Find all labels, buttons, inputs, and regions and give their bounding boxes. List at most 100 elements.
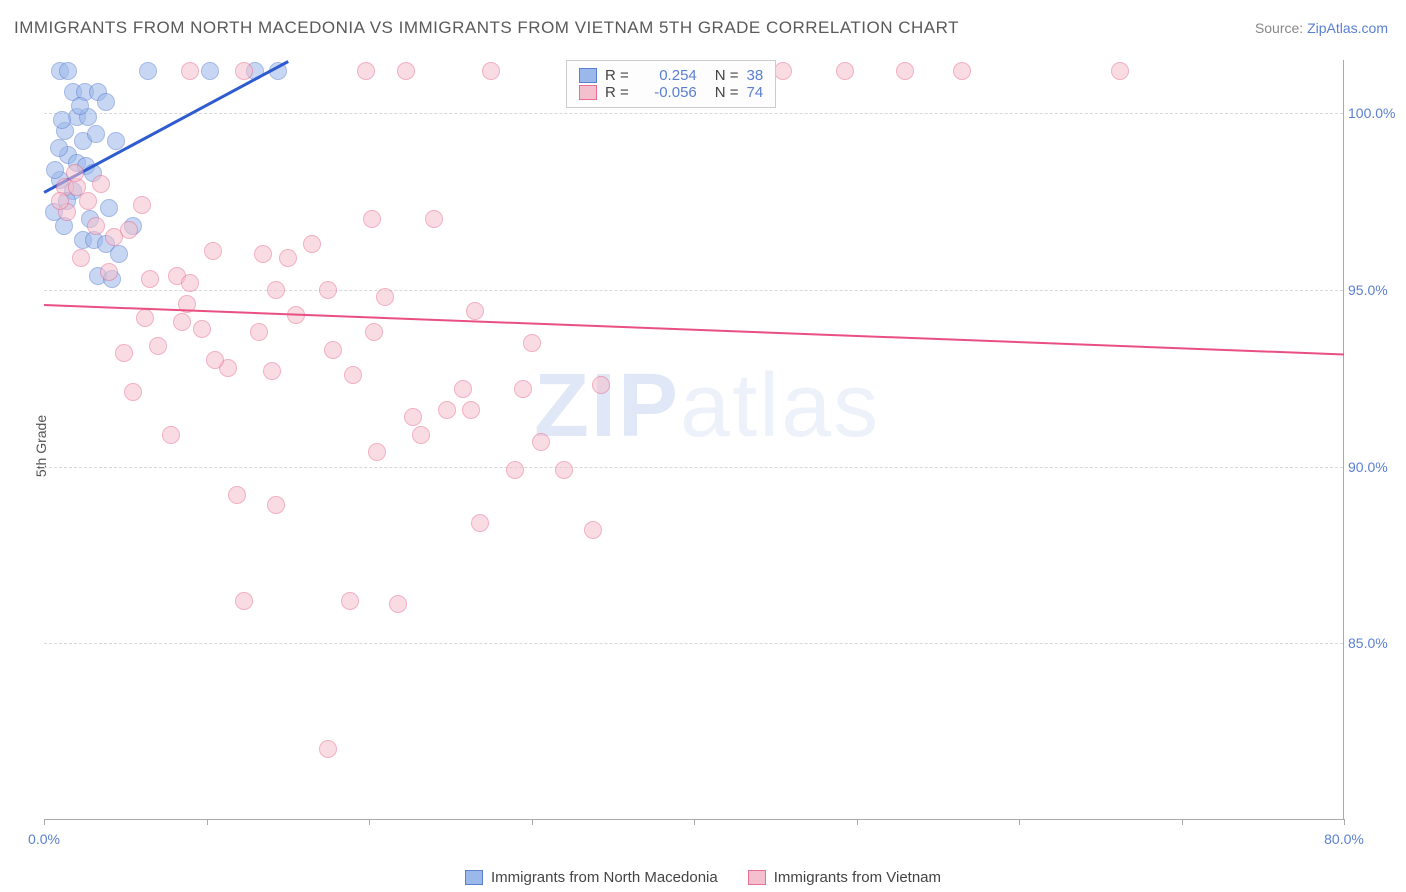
- data-point: [341, 592, 359, 610]
- data-point: [71, 97, 89, 115]
- legend-swatch: [579, 85, 597, 100]
- data-point: [110, 245, 128, 263]
- correlation-legend: R = 0.254 N = 38R = -0.056 N = 74: [566, 60, 776, 108]
- y-tick-label: 85.0%: [1348, 635, 1403, 651]
- data-point: [181, 62, 199, 80]
- data-point: [97, 93, 115, 111]
- trend-line: [44, 304, 1344, 355]
- data-point: [59, 62, 77, 80]
- data-point: [368, 443, 386, 461]
- x-tick-mark: [1182, 819, 1183, 825]
- data-point: [584, 521, 602, 539]
- data-point: [836, 62, 854, 80]
- x-tick-mark: [1344, 819, 1345, 825]
- data-point: [235, 62, 253, 80]
- watermark: ZIPatlas: [534, 355, 880, 458]
- x-tick-mark: [207, 819, 208, 825]
- y-tick-label: 100.0%: [1348, 105, 1403, 121]
- data-point: [454, 380, 472, 398]
- x-tick-mark: [694, 819, 695, 825]
- data-point: [100, 263, 118, 281]
- data-point: [141, 270, 159, 288]
- legend-row: R =-0.056N =74: [579, 84, 763, 101]
- data-point: [193, 320, 211, 338]
- x-tick-mark: [44, 819, 45, 825]
- data-point: [1111, 62, 1129, 80]
- y-tick-label: 95.0%: [1348, 282, 1403, 298]
- legend-r-value: -0.056: [637, 84, 697, 101]
- data-point: [53, 111, 71, 129]
- source-prefix: Source:: [1255, 20, 1307, 36]
- legend-swatch: [579, 68, 597, 83]
- data-point: [228, 486, 246, 504]
- data-point: [201, 62, 219, 80]
- data-point: [412, 426, 430, 444]
- legend-series-name: Immigrants from Vietnam: [774, 869, 941, 886]
- data-point: [206, 351, 224, 369]
- gridline-h: [44, 290, 1343, 291]
- data-point: [136, 309, 154, 327]
- bottom-legend-item: Immigrants from Vietnam: [748, 869, 941, 886]
- data-point: [425, 210, 443, 228]
- data-point: [263, 362, 281, 380]
- data-point: [319, 740, 337, 758]
- data-point: [181, 274, 199, 292]
- data-point: [506, 461, 524, 479]
- data-point: [267, 281, 285, 299]
- data-point: [72, 249, 90, 267]
- scatter-plot-area: ZIPatlas 85.0%90.0%95.0%100.0%0.0%80.0%: [44, 60, 1344, 820]
- data-point: [250, 323, 268, 341]
- watermark-zip: ZIP: [534, 356, 680, 456]
- data-point: [115, 344, 133, 362]
- data-point: [133, 196, 151, 214]
- y-tick-label: 90.0%: [1348, 459, 1403, 475]
- legend-n-value: 74: [747, 84, 764, 101]
- legend-n-label: N =: [715, 84, 739, 101]
- data-point: [92, 175, 110, 193]
- legend-n-label: N =: [715, 67, 739, 84]
- data-point: [87, 125, 105, 143]
- data-point: [365, 323, 383, 341]
- data-point: [173, 313, 191, 331]
- data-point: [953, 62, 971, 80]
- source-attribution: Source: ZipAtlas.com: [1255, 20, 1388, 36]
- data-point: [87, 217, 105, 235]
- legend-n-value: 38: [747, 67, 764, 84]
- x-tick-label: 80.0%: [1324, 831, 1364, 847]
- gridline-h: [44, 113, 1343, 114]
- data-point: [254, 245, 272, 263]
- legend-r-label: R =: [605, 67, 629, 84]
- data-point: [555, 461, 573, 479]
- data-point: [46, 161, 64, 179]
- legend-r-value: 0.254: [637, 67, 697, 84]
- data-point: [471, 514, 489, 532]
- data-point: [896, 62, 914, 80]
- legend-series-name: Immigrants from North Macedonia: [491, 869, 718, 886]
- data-point: [344, 366, 362, 384]
- x-tick-mark: [369, 819, 370, 825]
- bottom-legend: Immigrants from North Macedonia Immigrant…: [0, 869, 1406, 886]
- data-point: [139, 62, 157, 80]
- data-point: [79, 192, 97, 210]
- data-point: [51, 192, 69, 210]
- bottom-legend-item: Immigrants from North Macedonia: [465, 869, 718, 886]
- data-point: [204, 242, 222, 260]
- data-point: [324, 341, 342, 359]
- data-point: [466, 302, 484, 320]
- data-point: [397, 62, 415, 80]
- source-link[interactable]: ZipAtlas.com: [1307, 20, 1388, 36]
- data-point: [66, 164, 84, 182]
- legend-swatch: [465, 870, 483, 885]
- chart-title: IMMIGRANTS FROM NORTH MACEDONIA VS IMMIG…: [14, 18, 959, 38]
- data-point: [592, 376, 610, 394]
- x-tick-mark: [532, 819, 533, 825]
- legend-row: R = 0.254 N = 38: [579, 67, 763, 84]
- data-point: [162, 426, 180, 444]
- data-point: [279, 249, 297, 267]
- data-point: [303, 235, 321, 253]
- data-point: [514, 380, 532, 398]
- gridline-h: [44, 467, 1343, 468]
- data-point: [404, 408, 422, 426]
- data-point: [438, 401, 456, 419]
- data-point: [462, 401, 480, 419]
